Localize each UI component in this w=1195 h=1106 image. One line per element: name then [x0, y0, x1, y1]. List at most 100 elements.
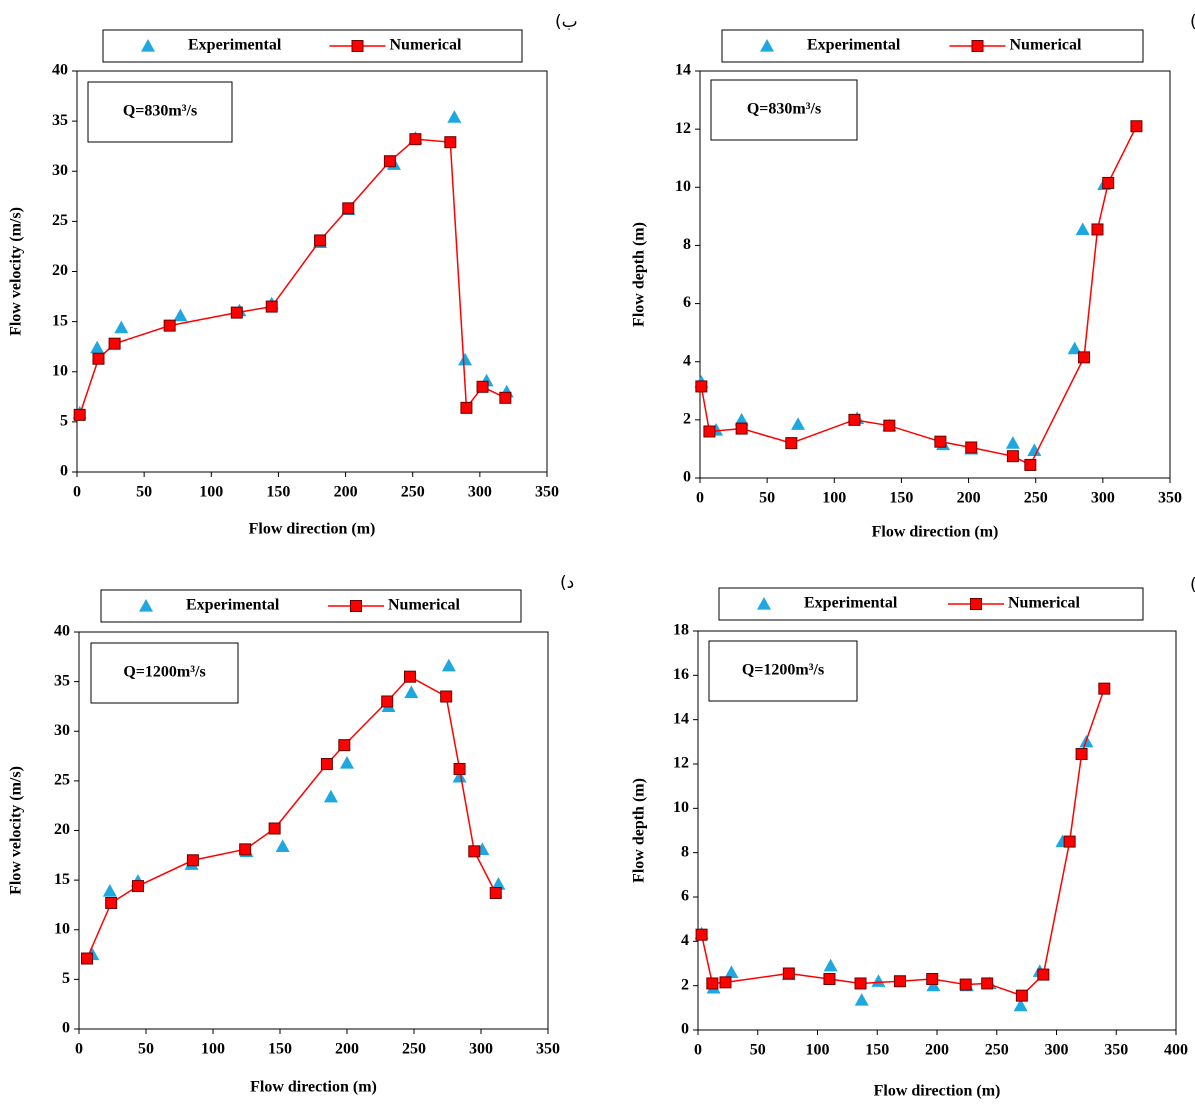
- x-tick-label: 250: [401, 484, 425, 501]
- square-marker: [265, 300, 278, 313]
- triangle-marker: [90, 340, 105, 354]
- legend-marker: [351, 40, 364, 52]
- legend-marker: [141, 39, 155, 52]
- y-tick-label: 30: [52, 162, 68, 179]
- y-tick-label: 8: [683, 236, 691, 253]
- y-tick-label: 35: [54, 672, 70, 689]
- y-tick-label: 15: [54, 871, 70, 888]
- triangle-marker: [173, 308, 188, 322]
- y-tick-label: 0: [681, 1021, 689, 1038]
- legend-marker: [757, 597, 771, 610]
- y-axis-label: Flow velocity (m/s): [8, 766, 25, 895]
- square-marker: [440, 690, 453, 703]
- square-marker: [1098, 682, 1111, 695]
- triangle-marker: [452, 769, 467, 783]
- legend-box: [721, 29, 1144, 63]
- x-tick-label: 300: [469, 1041, 493, 1058]
- x-tick-label: 50: [138, 1041, 154, 1058]
- legend-marker: [139, 599, 153, 612]
- x-tick-label: 350: [536, 1041, 560, 1058]
- square-marker: [1091, 223, 1104, 236]
- x-tick-label: 100: [199, 484, 223, 501]
- x-tick-label: 400: [1164, 1042, 1188, 1059]
- square-marker: [854, 977, 867, 990]
- y-tick-label: 40: [52, 62, 68, 79]
- y-tick-label: 12: [675, 120, 691, 137]
- annotation: Q=1200m³/s: [742, 662, 824, 679]
- triangle-marker: [791, 417, 806, 430]
- y-tick-label: 14: [673, 710, 689, 727]
- x-tick-label: 50: [759, 490, 775, 507]
- triangle-marker: [1013, 998, 1028, 1012]
- y-tick-label: 2: [683, 411, 691, 428]
- y-tick-label: 0: [683, 469, 691, 486]
- annotation-box: [87, 81, 233, 143]
- annotation: Q=1200m³/s: [123, 664, 205, 681]
- y-tick-label: 5: [62, 970, 70, 987]
- y-axis-label: Flow velocity (m/s): [8, 207, 25, 336]
- square-marker: [444, 136, 457, 149]
- y-tick-label: 10: [52, 362, 68, 379]
- triangle-marker: [458, 352, 473, 366]
- y-tick-label: 2: [681, 976, 689, 993]
- y-tick-label: 15: [52, 312, 68, 329]
- square-marker: [409, 133, 422, 146]
- square-marker: [1024, 458, 1037, 471]
- y-tick-label: 14: [675, 62, 691, 79]
- x-tick-label: 50: [136, 484, 152, 501]
- legend-label: Experimental: [188, 37, 282, 54]
- square-marker: [1006, 450, 1019, 463]
- legend-label: Experimental: [804, 595, 898, 612]
- x-tick-label: 0: [75, 1041, 83, 1058]
- square-marker: [338, 739, 351, 752]
- square-marker: [706, 977, 719, 990]
- square-marker: [981, 977, 994, 990]
- annotation-box: [90, 642, 239, 704]
- square-marker: [131, 880, 144, 893]
- x-tick-label: 350: [1104, 1042, 1128, 1059]
- square-marker: [186, 854, 199, 867]
- x-tick-label: 300: [1045, 1042, 1069, 1059]
- triangle-marker: [441, 658, 456, 672]
- y-tick-label: 10: [675, 178, 691, 195]
- square-marker: [1063, 835, 1076, 848]
- x-tick-label: 200: [925, 1042, 949, 1059]
- legend-label: Numerical: [1010, 37, 1083, 54]
- square-marker: [735, 422, 748, 435]
- x-tick-label: 200: [335, 1041, 359, 1058]
- x-tick-label: 100: [201, 1041, 225, 1058]
- square-marker: [81, 952, 94, 965]
- x-axis-label: Flow direction (m): [250, 1079, 377, 1096]
- annotation-box: [708, 640, 858, 702]
- panel-label: الف): [1190, 12, 1195, 32]
- triangle-marker: [447, 110, 462, 123]
- y-tick-label: 18: [673, 622, 689, 639]
- legend-marker: [350, 600, 362, 612]
- y-tick-label: 35: [52, 112, 68, 129]
- legend-label: Experimental: [807, 37, 901, 54]
- x-tick-label: 350: [535, 484, 559, 501]
- x-tick-label: 300: [1091, 490, 1115, 507]
- y-tick-label: 0: [62, 1020, 70, 1037]
- x-tick-label: 150: [889, 490, 913, 507]
- square-marker: [1075, 748, 1088, 761]
- x-tick-label: 0: [694, 1042, 702, 1059]
- y-tick-label: 20: [54, 821, 70, 838]
- square-marker: [403, 670, 416, 683]
- triangle-marker: [404, 685, 419, 699]
- triangle-marker: [724, 965, 739, 978]
- y-tick-label: 0: [60, 463, 68, 480]
- square-marker: [1078, 351, 1091, 364]
- series-line: [700, 125, 1138, 466]
- square-marker: [1015, 989, 1028, 1002]
- triangle-marker: [102, 884, 117, 897]
- x-tick-label: 0: [696, 490, 704, 507]
- x-tick-label: 250: [985, 1042, 1009, 1059]
- square-marker: [383, 155, 396, 168]
- x-tick-label: 300: [468, 484, 492, 501]
- legend-box: [718, 587, 1144, 621]
- square-marker: [489, 887, 502, 900]
- square-marker: [320, 758, 333, 771]
- square-marker: [934, 435, 947, 448]
